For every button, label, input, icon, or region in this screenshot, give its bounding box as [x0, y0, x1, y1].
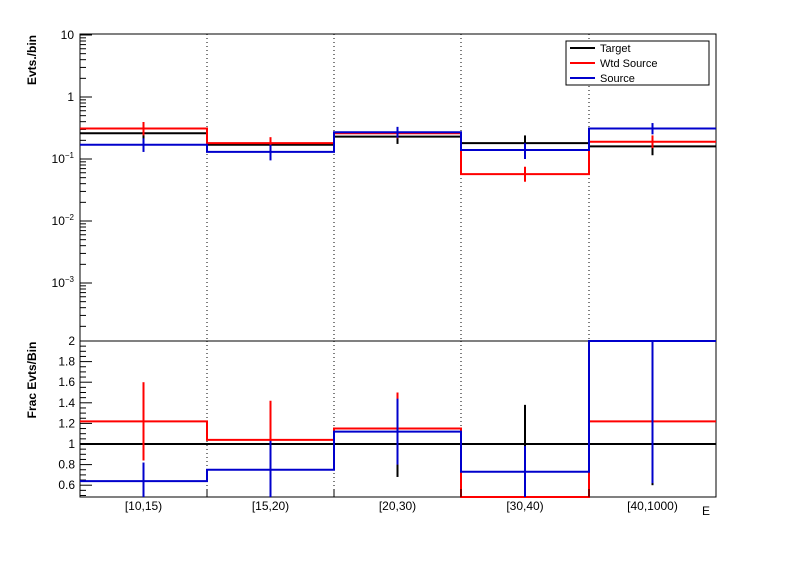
bottom-y-tick-label: 0.8 — [58, 458, 75, 472]
top-y-tick-label: 10−3 — [52, 275, 75, 290]
bottom-y-axis-title: Frac Evts/Bin — [25, 342, 39, 419]
x-axis-title: E — [702, 504, 710, 518]
bottom-y-axis: 0.6 0.8 1 1.2 1.4 1.6 1.8 2 — [58, 334, 92, 496]
legend-label: Source — [600, 73, 635, 85]
bottom-y-tick-label: 1.4 — [58, 396, 75, 410]
bottom-y-tick-label: 1 — [68, 437, 75, 451]
legend-label: Target — [600, 43, 631, 55]
bottom-plot-frame — [79, 340, 717, 498]
bottom-y-tick-label: 0.6 — [58, 478, 75, 492]
top-gridlines — [206, 34, 590, 341]
bottom-y-tick-label: 1.8 — [58, 355, 75, 369]
legend: Target Wtd Source Source — [565, 40, 710, 86]
top-series-source — [80, 123, 716, 161]
top-y-tick-label: 10 — [61, 28, 75, 42]
bottom-y-tick-label: 1.2 — [58, 416, 75, 430]
x-tick-label: [10,15) — [125, 499, 162, 513]
x-tick-label: [40,1000) — [627, 499, 678, 513]
x-tick-label: [20,30) — [379, 499, 416, 513]
bottom-series-source — [80, 340, 716, 497]
bottom-series-group — [80, 340, 716, 498]
x-axis-labels: [10,15) [15,20) [20,30) [30,40) [40,1000) — [79, 489, 717, 513]
bottom-y-tick-label: 2 — [68, 334, 75, 348]
top-y-tick-label: 1 — [67, 90, 74, 104]
top-series-group — [80, 122, 716, 182]
legend-label: Wtd Source — [600, 58, 657, 70]
x-tick-label: [15,20) — [252, 499, 289, 513]
top-y-axis: 10 1 10−1 10−2 10−3 — [52, 28, 92, 327]
bottom-panel: 0.6 0.8 1 1.2 1.4 1.6 1.8 2 Frac Evts/Bin [10,1… — [25, 334, 717, 518]
top-panel: 10 1 10−1 10−2 10−3 Evts./bin Target Wtd Sour… — [25, 28, 717, 342]
bottom-y-tick-label: 1.6 — [58, 375, 75, 389]
x-tick-label: [30,40) — [506, 499, 543, 513]
top-y-axis-title: Evts./bin — [25, 35, 39, 85]
top-y-tick-label: 10−2 — [52, 213, 75, 228]
top-y-tick-label: 10−1 — [52, 151, 75, 166]
